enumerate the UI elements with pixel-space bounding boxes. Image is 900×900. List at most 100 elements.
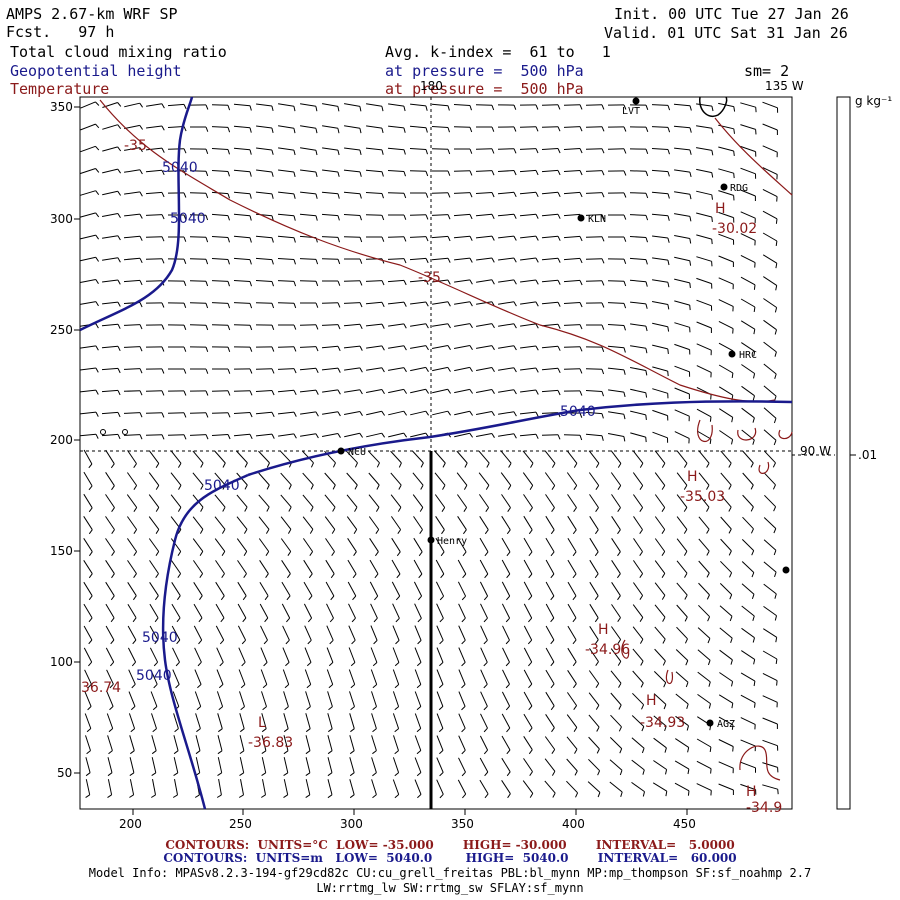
station-agz: AGZ — [717, 719, 735, 730]
wind-barb — [541, 345, 559, 349]
wind-barb — [654, 538, 666, 552]
wind-barb — [610, 648, 622, 662]
station-hrc: HRC — [739, 350, 757, 361]
wind-barb-flag — [205, 104, 209, 110]
wind-barb-flag — [491, 389, 495, 394]
x-axis — [132, 809, 688, 815]
wind-barb — [278, 147, 294, 151]
wind-barb-flag — [151, 750, 157, 755]
wind-barb — [282, 669, 290, 685]
wind-barb-flag — [708, 703, 711, 709]
wind-barb — [409, 125, 427, 129]
wind-barb-flag — [687, 747, 690, 753]
wind-barb — [349, 713, 355, 729]
wind-barb — [632, 494, 644, 508]
wind-barb-flag — [95, 234, 100, 240]
wind-barb — [607, 345, 625, 349]
wind-barb — [633, 538, 643, 552]
wind-barb-flag — [239, 750, 245, 755]
wind-barb — [763, 628, 777, 638]
wind-barb — [123, 434, 141, 436]
wind-barb-flag — [205, 281, 209, 287]
wind-barb — [676, 560, 688, 574]
wind-barb — [523, 603, 533, 619]
wind-barb — [174, 779, 178, 795]
wind-barb-flag — [381, 367, 385, 373]
wind-barb-flag — [417, 640, 422, 645]
wind-barb — [233, 433, 251, 437]
wind-barb — [217, 735, 223, 751]
wind-barb — [327, 691, 333, 707]
wind-barb-flag — [527, 639, 533, 645]
wind-barb — [698, 538, 710, 552]
wind-barb — [523, 494, 533, 508]
wind-barb-flag — [241, 639, 246, 645]
wind-barb-flag — [283, 750, 289, 755]
wind-barb — [414, 691, 422, 707]
wind-barb — [151, 713, 157, 729]
wind-barb-flag — [403, 214, 407, 220]
wind-barb — [563, 126, 581, 128]
wind-barb — [456, 494, 468, 508]
wind-barb-flag — [117, 434, 121, 440]
wind-barb-flag — [293, 171, 296, 178]
wind-barb — [654, 582, 666, 596]
wind-barb-flag — [177, 507, 182, 512]
wind-barb-flag — [686, 725, 689, 731]
y-tick: 100 — [50, 655, 73, 669]
wind-barb — [300, 411, 316, 415]
x-tick: 300 — [340, 817, 363, 831]
wind-barb-flag — [491, 257, 495, 263]
wind-barb — [239, 757, 245, 773]
wind-barb-flag — [372, 794, 377, 799]
wind-barb-flag — [353, 529, 358, 534]
wind-barb — [718, 342, 734, 352]
wind-barb-flag — [754, 702, 756, 708]
y-tick: 150 — [50, 544, 73, 558]
wind-barb — [541, 323, 559, 327]
wind-barb — [193, 603, 203, 619]
wind-barb — [80, 389, 96, 393]
wind-barb — [654, 494, 666, 508]
wind-barb-flag — [332, 506, 336, 512]
wind-barb — [589, 537, 599, 553]
wind-barb-flag — [227, 434, 231, 440]
wind-barb-flag — [506, 551, 511, 557]
wind-barb-flag — [117, 168, 122, 174]
wind-barb — [676, 450, 688, 464]
stations: RDG KLN HRC NCU Henry AGZ LVT — [100, 97, 790, 730]
wind-barb — [720, 560, 732, 574]
wind-barb — [365, 214, 383, 216]
wind-barb — [653, 671, 667, 683]
wind-barb-flag — [132, 639, 137, 645]
wind-barb-flag — [425, 389, 430, 394]
wind-barb-flag — [375, 507, 380, 512]
wind-barb-flag — [240, 684, 246, 689]
wind-barb — [325, 581, 335, 597]
wind-barb-flag — [173, 750, 179, 755]
wind-barb — [541, 279, 559, 283]
wind-barb — [368, 450, 380, 464]
wind-barb-flag — [108, 750, 113, 755]
wind-barb — [631, 715, 645, 727]
wind-barb — [260, 647, 268, 663]
wind-barb-flag — [579, 258, 583, 264]
wind-barb-flag — [619, 748, 623, 754]
wind-barb — [189, 236, 207, 238]
wind-barb — [432, 301, 448, 305]
wind-barb — [167, 103, 185, 107]
station-kln: KLN — [588, 214, 606, 225]
wind-barb-flag — [315, 193, 318, 199]
wind-barb — [654, 560, 666, 574]
wind-barb-flag — [205, 215, 209, 221]
wind-barb-flag — [461, 662, 466, 667]
wind-barb-flag — [601, 391, 604, 397]
wind-barb — [413, 581, 423, 597]
wind-barb — [214, 450, 226, 464]
wind-barb — [435, 516, 445, 530]
wind-barb — [105, 625, 115, 641]
wind-barb-flag — [271, 303, 275, 309]
wind-barb — [501, 603, 511, 619]
wind-barb — [327, 779, 333, 795]
